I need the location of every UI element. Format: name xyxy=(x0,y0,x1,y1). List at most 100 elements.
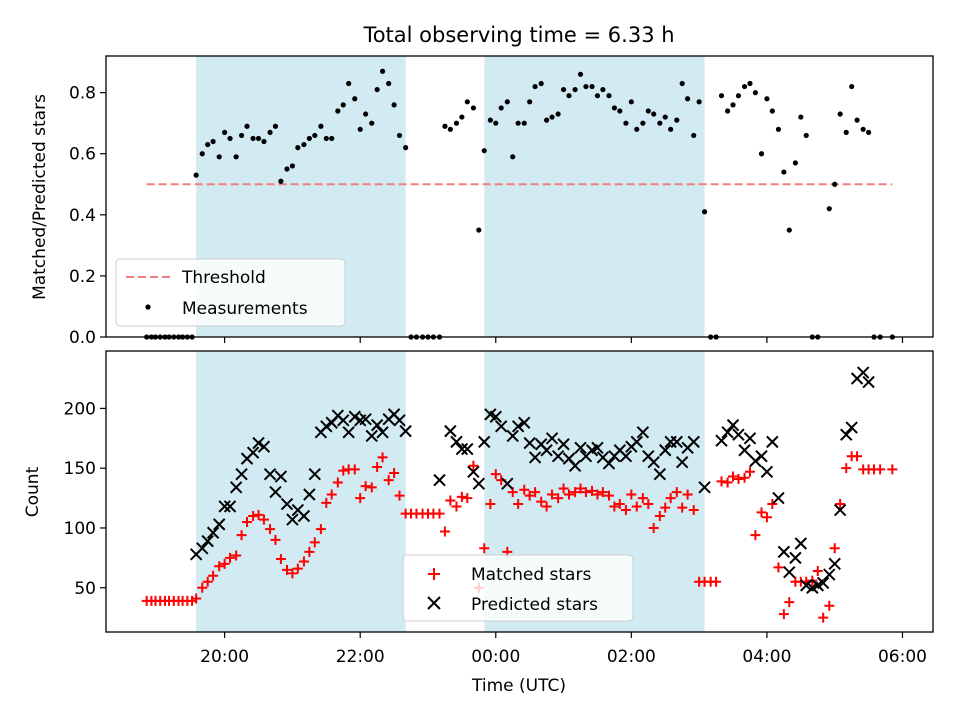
measurement-point xyxy=(447,126,453,132)
measurement-point xyxy=(357,126,363,132)
predicted-star-marker xyxy=(263,467,277,481)
predicted-star-marker xyxy=(743,432,757,445)
matched-star-marker xyxy=(298,556,309,567)
predicted-star-marker xyxy=(783,566,796,579)
predicted-star-marker xyxy=(399,424,412,438)
measurement-point xyxy=(718,93,725,99)
measurement-point xyxy=(611,105,618,111)
measurement-point xyxy=(255,135,262,142)
measurement-point xyxy=(849,83,855,90)
matched-star-marker xyxy=(660,502,671,513)
matched-star-marker xyxy=(519,484,530,495)
measurement-point xyxy=(628,99,634,105)
bottom-x-axis: 20:00 22:00 00:00 02:00 04:00 06:00 xyxy=(200,632,927,667)
predicted-star-marker xyxy=(659,444,672,457)
matched-star-marker xyxy=(451,501,462,512)
predicted-legend-label: Predicted stars xyxy=(471,595,598,615)
measurement-point xyxy=(741,83,748,90)
matched-star-marker xyxy=(665,493,676,504)
matched-star-marker xyxy=(682,489,693,500)
measurement-point xyxy=(442,123,448,129)
predicted-legend-marker xyxy=(427,596,441,610)
matched-star-marker xyxy=(524,490,535,501)
matched-star-marker xyxy=(191,593,202,604)
matched-star-marker xyxy=(197,582,208,593)
predicted-star-marker xyxy=(370,418,384,432)
matched-star-marker xyxy=(812,566,823,577)
matched-star-marker xyxy=(202,576,213,587)
predicted-star-marker xyxy=(862,375,875,389)
predicted-star-marker xyxy=(816,576,830,590)
measurement-point xyxy=(679,80,685,87)
predicted-star-marker xyxy=(274,470,288,483)
predicted-star-marker xyxy=(206,526,220,539)
top-legend-frame xyxy=(115,258,346,327)
bottom-y-axis-label: Count xyxy=(23,466,43,517)
predicted-star-marker xyxy=(308,467,321,481)
measurement-point xyxy=(391,102,397,108)
measurement-point xyxy=(301,141,307,148)
x-tick-label: 22:00 xyxy=(336,647,385,667)
measurement-point xyxy=(487,117,493,123)
matched-star-marker xyxy=(236,530,247,541)
predicted-star-marker xyxy=(303,488,316,501)
measurement-point xyxy=(792,160,798,166)
predicted-star-marker xyxy=(551,450,565,463)
measurement-point xyxy=(459,114,465,120)
observing-window-shade xyxy=(484,56,705,337)
measurements-legend-label: Measurements xyxy=(182,299,308,319)
measurement-point xyxy=(340,102,346,108)
matched-star-marker xyxy=(270,534,281,545)
matched-star-marker xyxy=(841,463,852,474)
measurement-point xyxy=(538,80,544,87)
measurement-point xyxy=(369,120,375,126)
matched-star-marker xyxy=(304,546,315,557)
bottom-legend-frame xyxy=(402,554,634,622)
measurement-point xyxy=(583,83,589,90)
measurement-point xyxy=(775,126,782,132)
measurement-point xyxy=(261,138,267,145)
predicted-star-marker xyxy=(738,444,751,457)
predicted-star-marker xyxy=(511,420,525,433)
measurement-point xyxy=(589,83,595,90)
bottom-panel: 50 100 150 200 20:00 22:00 00:00 02:00 04:00 06:… xyxy=(23,350,934,696)
matched-star-marker xyxy=(479,543,490,554)
matched-star-marker xyxy=(722,477,733,488)
measurement-point xyxy=(645,108,651,114)
measurement-point xyxy=(238,132,245,139)
measurement-point xyxy=(657,120,663,126)
matched-star-marker xyxy=(468,460,479,471)
measurement-point xyxy=(668,126,674,132)
measurement-point xyxy=(781,169,787,175)
predicted-star-marker xyxy=(269,485,282,499)
predicted-star-marker xyxy=(687,435,700,449)
matched-star-marker xyxy=(553,493,564,504)
y-tick-label: 50 xyxy=(74,579,96,599)
measurement-point xyxy=(544,117,550,123)
matched-star-marker xyxy=(614,499,625,510)
measurement-point xyxy=(617,108,623,114)
measurement-point xyxy=(735,93,742,99)
matched-star-marker xyxy=(631,501,642,512)
measurement-point xyxy=(606,93,612,99)
predicted-star-marker xyxy=(223,500,237,513)
matched-star-marker xyxy=(377,452,388,463)
predicted-star-marker xyxy=(833,503,847,517)
measurement-point xyxy=(193,172,199,178)
measurement-point xyxy=(623,120,629,126)
predicted-star-marker xyxy=(840,428,853,441)
matched-star-marker xyxy=(711,576,722,587)
x-tick-label: 06:00 xyxy=(878,647,927,667)
matched-star-marker xyxy=(225,552,236,563)
predicted-star-marker xyxy=(320,420,333,433)
measurement-point xyxy=(594,93,601,99)
bottom-legend: Matched stars Predicted stars xyxy=(402,554,634,622)
matched-star-marker xyxy=(355,493,366,504)
measurements-layer xyxy=(144,68,895,340)
matched-star-marker xyxy=(784,597,795,608)
matched-star-marker xyxy=(445,495,456,506)
predicted-star-marker xyxy=(675,455,689,469)
measurement-point xyxy=(329,135,335,142)
predicted-star-marker xyxy=(489,410,502,423)
measurement-point xyxy=(701,209,708,215)
